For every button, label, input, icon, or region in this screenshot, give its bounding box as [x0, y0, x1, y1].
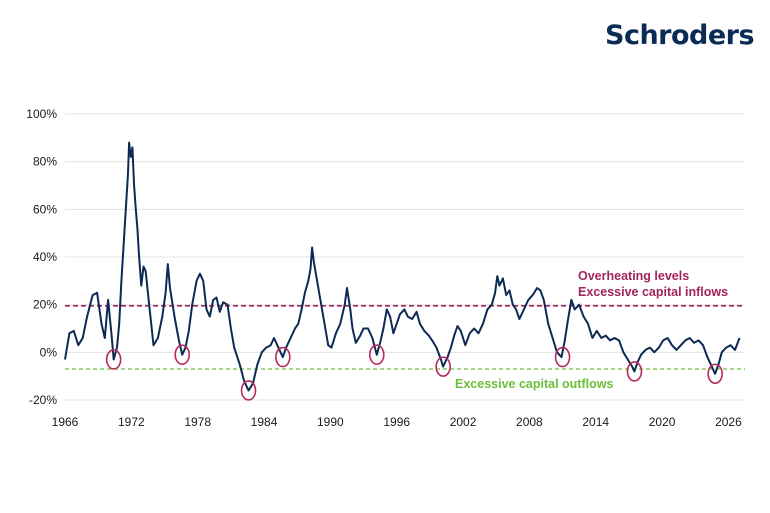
y-tick-label: 100%	[26, 107, 57, 121]
y-tick-label: 80%	[33, 155, 57, 169]
x-tick-label: 2020	[649, 415, 676, 429]
y-tick-label: 0%	[40, 345, 58, 359]
trough-highlight-circle	[275, 346, 291, 368]
x-tick-label: 1966	[52, 415, 79, 429]
trough-highlight-circle	[626, 361, 643, 382]
x-tick-label: 2014	[582, 415, 609, 429]
x-tick-label: 1984	[251, 415, 278, 429]
y-tick-label: 40%	[33, 250, 57, 264]
annotation-overheating-levels: Overheating levels	[578, 269, 689, 283]
trough-highlight-circle	[707, 363, 723, 385]
x-tick-label: 2026	[715, 415, 742, 429]
trough-highlight-circle	[435, 356, 451, 377]
brand-logo: Schroders	[605, 20, 755, 51]
trough-highlight-circle	[105, 349, 122, 370]
x-tick-label: 1990	[317, 415, 344, 429]
y-tick-label: 20%	[33, 298, 57, 312]
annotation-excessive-outflows: Excessive capital outflows	[455, 377, 613, 391]
trough-highlight-circle	[369, 344, 385, 366]
x-tick-label: 1996	[383, 415, 410, 429]
brand-logo-text: Schroders	[605, 20, 755, 51]
trough-highlight-circle	[174, 344, 191, 366]
trough-highlight-circle	[554, 346, 571, 368]
y-tick-label: -20%	[29, 393, 57, 407]
x-tick-label: 1978	[184, 415, 211, 429]
y-tick-label: 60%	[33, 202, 57, 216]
trough-highlight-circle	[240, 380, 257, 401]
x-tick-label: 1972	[118, 415, 145, 429]
series-line	[64, 141, 741, 392]
annotations: Overheating levels Excessive capital inf…	[455, 269, 728, 391]
x-tick-label: 2008	[516, 415, 543, 429]
y-axis-ticks: 100% 80% 60% 40% 20% 0% -20%	[26, 107, 57, 407]
x-axis-ticks: 1966 1972 1978 1984 1990 1996 2002 2008 2014 2020…	[52, 415, 742, 429]
gridlines	[65, 113, 745, 401]
trough-highlights	[105, 344, 723, 401]
threshold-lines	[65, 305, 745, 370]
x-tick-label: 2002	[450, 415, 477, 429]
annotation-excessive-inflows: Excessive capital inflows	[578, 285, 728, 299]
